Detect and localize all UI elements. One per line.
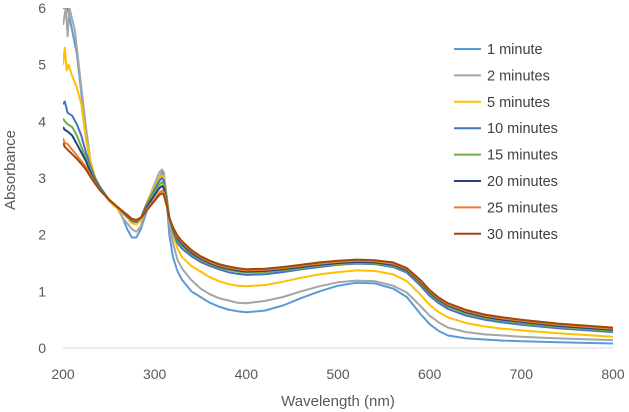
x-tick-label: 300 bbox=[143, 366, 167, 382]
y-axis-title: Absorbance bbox=[2, 130, 19, 210]
y-tick-label: 4 bbox=[38, 113, 46, 129]
legend-label-1-minute: 1 minute bbox=[487, 42, 543, 58]
y-tick-label: 2 bbox=[38, 227, 46, 243]
series-line-5-minutes bbox=[63, 46, 614, 338]
x-tick-label: 800 bbox=[601, 366, 625, 382]
legend-label-25-minutes: 25 minutes bbox=[487, 200, 558, 216]
x-tick-label: 200 bbox=[51, 366, 75, 382]
legend: 1 minute 2 minutes 5 minutes 10 minutes 15 m… bbox=[454, 42, 558, 243]
y-tick-label: 6 bbox=[38, 0, 46, 16]
x-axis-title: Wavelength (nm) bbox=[281, 393, 395, 410]
plot-area bbox=[63, 8, 614, 345]
y-tick-label: 0 bbox=[38, 340, 46, 356]
legend-label-30-minutes: 30 minutes bbox=[487, 227, 558, 243]
y-tick-label: 3 bbox=[38, 170, 46, 186]
x-tick-label: 700 bbox=[510, 366, 534, 382]
y-tick-label: 1 bbox=[38, 283, 46, 299]
legend-label-10-minutes: 10 minutes bbox=[487, 121, 558, 137]
legend-label-15-minutes: 15 minutes bbox=[487, 148, 558, 164]
legend-label-5-minutes: 5 minutes bbox=[487, 95, 550, 111]
x-tick-label: 400 bbox=[235, 366, 259, 382]
x-tick-label: 600 bbox=[418, 366, 442, 382]
x-axis-tick-labels: 200 300 400 500 600 700 800 bbox=[51, 366, 625, 382]
series-line-30-minutes bbox=[63, 142, 614, 329]
y-axis-tick-labels: 0 1 2 3 4 5 6 bbox=[38, 0, 46, 356]
y-tick-label: 5 bbox=[38, 57, 46, 73]
legend-label-2-minutes: 2 minutes bbox=[487, 68, 550, 84]
legend-label-20-minutes: 20 minutes bbox=[487, 174, 558, 190]
x-tick-label: 500 bbox=[326, 366, 350, 382]
